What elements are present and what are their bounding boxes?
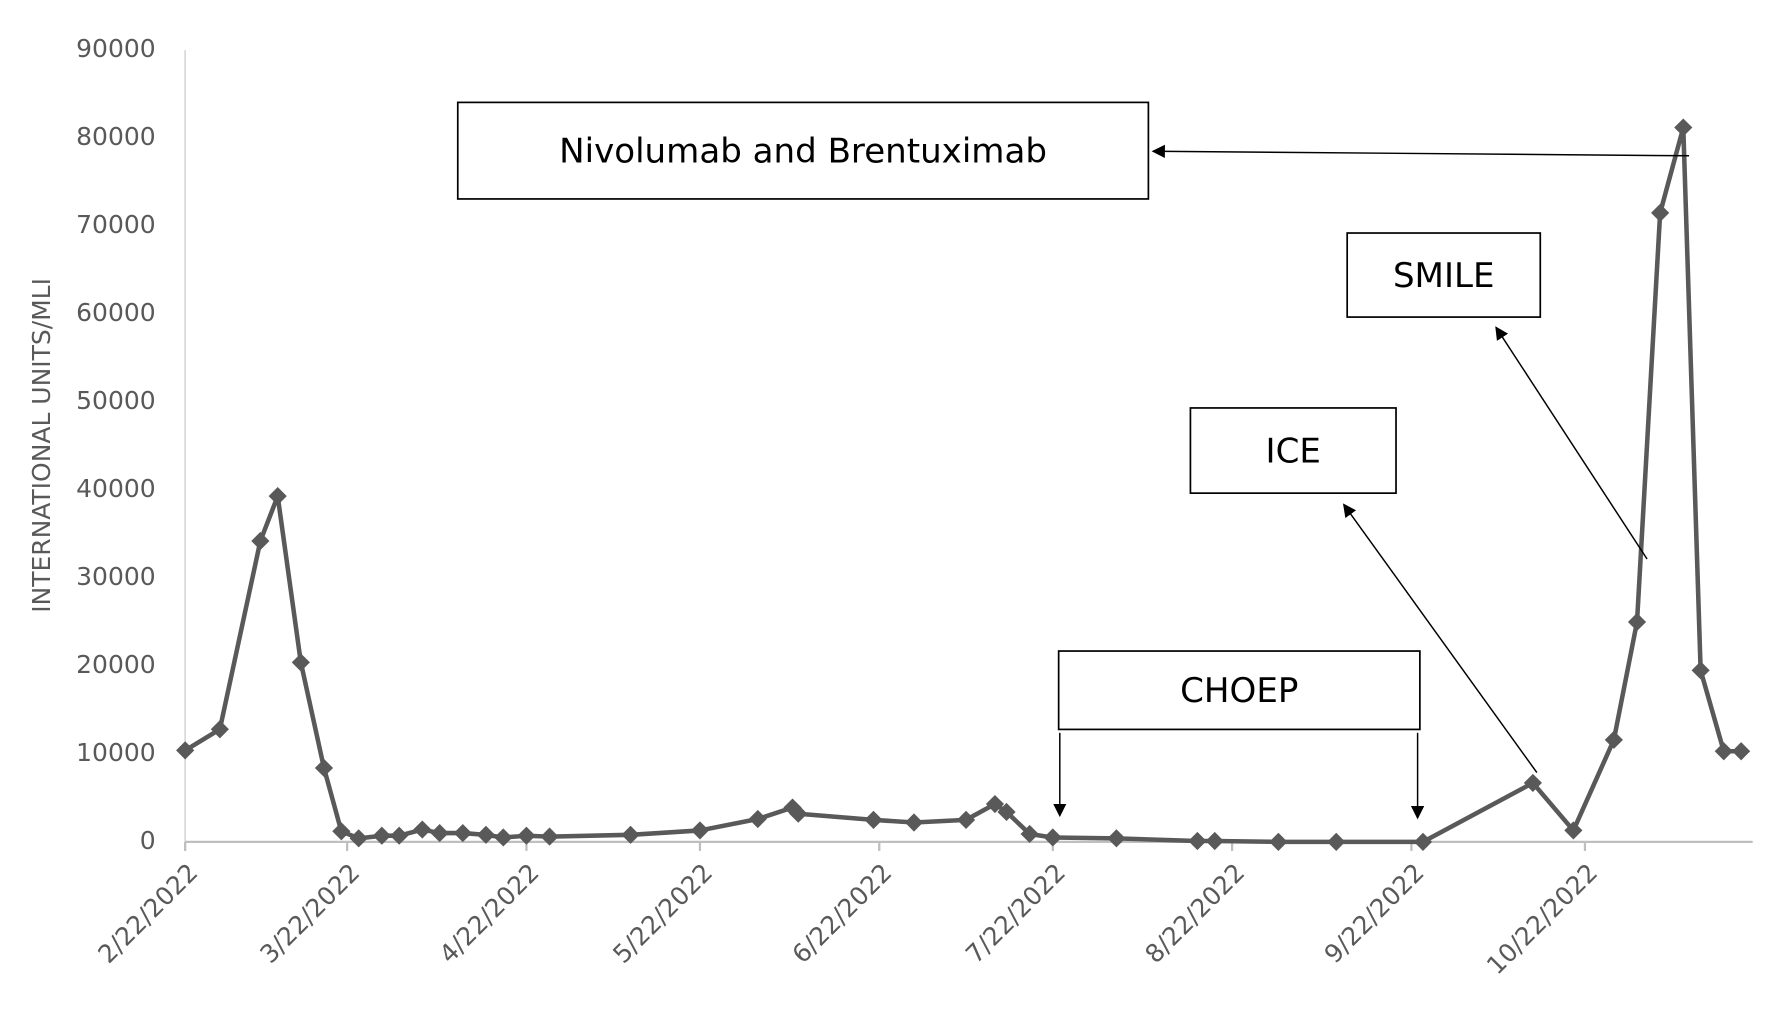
y-tick-label: 60000: [76, 298, 155, 327]
data-marker: [210, 720, 229, 739]
annotation-box: [1189, 407, 1397, 494]
annotation: CHOEP: [1180, 671, 1298, 711]
data-marker: [1651, 203, 1670, 222]
x-tick-label: 2/22/2022: [92, 858, 203, 969]
y-tick-label: 0: [140, 826, 156, 855]
annotation-arrow: [1151, 144, 1690, 158]
y-tick-label: 80000: [76, 122, 155, 151]
data-marker: [1627, 612, 1647, 632]
data-marker: [997, 802, 1016, 822]
annotation-box: [456, 101, 1150, 200]
data-marker: [251, 531, 270, 551]
y-tick-label: 20000: [76, 650, 155, 679]
x-tick-label: 3/22/2022: [254, 858, 365, 969]
annotation-box: [1057, 650, 1421, 731]
data-marker: [864, 810, 883, 829]
y-tick-label: 70000: [76, 210, 155, 239]
data-marker: [904, 813, 924, 832]
data-marker: [1413, 832, 1433, 851]
y-tick-label: 40000: [76, 474, 155, 503]
data-marker: [1020, 824, 1039, 844]
data-marker: [1327, 832, 1346, 851]
data-marker: [314, 758, 334, 778]
data-marker: [1523, 773, 1542, 793]
y-tick-label: 30000: [76, 562, 155, 591]
data-marker: [1674, 118, 1693, 137]
y-tick-label: 90000: [76, 34, 155, 63]
annotation-arrow: [1342, 503, 1538, 774]
data-marker: [1714, 742, 1733, 761]
data-marker: [332, 822, 351, 841]
data-marker: [1269, 832, 1288, 851]
data-marker: [956, 810, 976, 829]
data-marker: [1188, 831, 1207, 851]
data-marker: [1107, 829, 1126, 848]
data-marker: [690, 821, 710, 840]
annotation-box: [1346, 232, 1542, 318]
data-marker: [291, 653, 310, 672]
annotation: ICE: [1266, 431, 1321, 471]
y-tick-label: 50000: [76, 386, 155, 415]
data-marker: [268, 487, 287, 506]
data-marker: [1732, 742, 1751, 761]
x-tick-label: 5/22/2022: [607, 858, 718, 969]
data-marker: [430, 823, 449, 843]
data-marker: [748, 809, 767, 829]
data-marker: [1604, 730, 1623, 749]
data-marker: [1043, 828, 1062, 847]
y-axis-label: INTERNATIONAL UNITS/MLI: [27, 278, 56, 613]
x-tick-label: 6/22/2022: [787, 858, 898, 969]
x-tick-label: 9/22/2022: [1319, 858, 1430, 969]
annotation: SMILE: [1393, 256, 1495, 296]
data-marker: [176, 741, 195, 760]
x-tick-label: 8/22/2022: [1139, 858, 1250, 969]
annotation: Nivolumab and Brentuximab: [559, 131, 1047, 171]
data-marker: [494, 828, 513, 847]
y-tick-label: 10000: [76, 738, 155, 767]
x-tick-label: 10/22/2022: [1481, 858, 1603, 980]
data-marker: [413, 820, 432, 839]
x-tick-label: 7/22/2022: [960, 858, 1071, 969]
x-tick-label: 4/22/2022: [434, 858, 545, 969]
data-marker: [453, 823, 472, 843]
data-marker: [1205, 831, 1224, 851]
data-marker: [985, 794, 1005, 814]
data-marker: [1691, 661, 1710, 680]
annotation-arrow: [1495, 326, 1648, 560]
data-marker: [349, 829, 368, 848]
